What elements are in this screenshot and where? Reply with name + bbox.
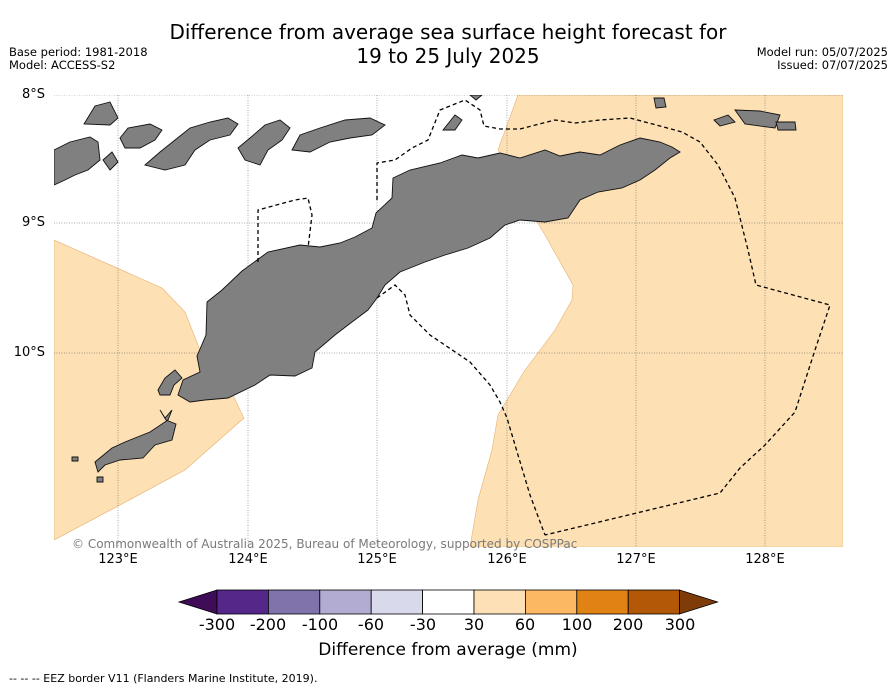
colorbar-label: 60 — [514, 615, 536, 634]
flores-east — [54, 136, 101, 186]
lon-tick-128e: 128°E — [745, 552, 785, 567]
ndao-island — [71, 456, 79, 462]
colorbar-label: 300 — [664, 615, 696, 634]
kisar-island — [653, 97, 667, 109]
colorbar-label: 100 — [561, 615, 593, 634]
colorbar-label: -200 — [249, 615, 287, 634]
adonara-island — [119, 123, 163, 149]
lat-tick-9s: 9°S — [21, 215, 45, 230]
colorbar — [177, 589, 719, 615]
roti-island — [94, 409, 177, 473]
landmasses — [54, 95, 797, 483]
meta-left: Base period: 1981-2018 Model: ACCESS-S2 — [9, 46, 148, 72]
lon-tick-123e: 123°E — [98, 552, 138, 567]
colorbar-segment — [422, 589, 475, 615]
issued-text: Issued: 07/07/2025 — [777, 58, 888, 72]
lon-tick-124e: 124°E — [228, 552, 268, 567]
lat-tick-8s: 8°S — [21, 87, 45, 102]
title-line-2: 19 to 25 July 2025 — [356, 44, 540, 68]
model-run-text: Model run: 05/07/2025 — [756, 45, 888, 59]
moa-island — [775, 121, 797, 131]
semau-island — [157, 369, 183, 396]
colorbar-label: 200 — [612, 615, 644, 634]
alor-island — [291, 117, 386, 153]
colorbar-segment — [268, 589, 321, 615]
colorbar-extend-high — [679, 589, 719, 615]
colorbar-extend-low — [177, 589, 218, 615]
lon-tick-127e: 127°E — [616, 552, 656, 567]
lembata-island — [144, 117, 239, 171]
pantar-island — [237, 119, 291, 166]
colorbar-segment — [216, 589, 269, 615]
wetar-north — [469, 95, 483, 101]
title-line-1: Difference from average sea surface heig… — [169, 20, 727, 44]
chart-title: Difference from average sea surface heig… — [0, 20, 896, 68]
leti-island — [734, 109, 781, 129]
colorbar-label: -30 — [409, 615, 437, 634]
colorbar-title: Difference from average (mm) — [318, 640, 578, 660]
lat-tick-10s: 10°S — [13, 345, 45, 360]
colorbar-label: -100 — [301, 615, 339, 634]
lon-tick-126e: 126°E — [487, 552, 527, 567]
wetar-west — [102, 151, 119, 171]
solor-island — [83, 101, 119, 126]
colorbar-segment — [524, 589, 578, 615]
dana-island — [96, 476, 104, 483]
colorbar-label: 30 — [463, 615, 485, 634]
colorbar-segment — [576, 589, 629, 615]
model-text: Model: ACCESS-S2 — [9, 58, 116, 72]
colorbar-label: -300 — [198, 615, 236, 634]
colorbar-segment — [473, 589, 526, 615]
lakor-island — [713, 114, 736, 127]
eez-footnote: -- -- -- EEZ border V11 (Flanders Marine… — [9, 672, 318, 685]
colorbar-segment — [370, 589, 423, 615]
colorbar-label: -60 — [357, 615, 385, 634]
lon-tick-125e: 125°E — [357, 552, 397, 567]
eez-border — [257, 99, 831, 536]
map-credit: © Commonwealth of Australia 2025, Bureau… — [72, 537, 578, 551]
colorbar-segment — [319, 589, 372, 615]
colorbar-segment — [627, 589, 681, 615]
atauro-island — [442, 114, 463, 131]
base-period-text: Base period: 1981-2018 — [9, 45, 148, 59]
meta-right: Model run: 05/07/2025 Issued: 07/07/2025 — [757, 46, 888, 72]
timor-island — [177, 137, 681, 403]
